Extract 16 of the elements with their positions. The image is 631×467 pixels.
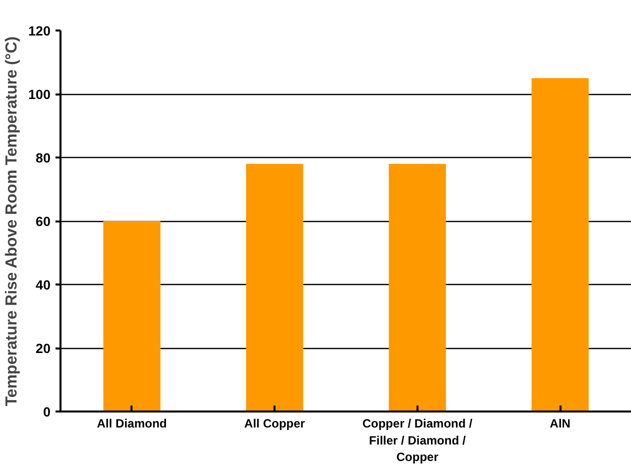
x-tick-label: All Diamond — [96, 416, 167, 430]
bar — [388, 164, 446, 412]
y-axis-title: Temperature Rise Above Room Temperature (°C) — [3, 36, 20, 406]
y-tick-label: 40 — [36, 278, 51, 292]
y-tick-label: 100 — [28, 87, 51, 102]
bar — [103, 221, 160, 412]
bar — [246, 164, 304, 412]
bar — [532, 78, 589, 412]
x-tick-label: All Copper — [244, 416, 306, 430]
y-tick-label: 60 — [36, 214, 51, 229]
y-tick-label: 120 — [28, 24, 51, 38]
x-tick-label: Copper / Diamond / Filler / Diamond / Copper — [362, 416, 474, 464]
x-tick-label: AlN — [550, 416, 570, 430]
y-tick-label: 80 — [36, 150, 51, 166]
y-tick-label: 20 — [36, 341, 51, 356]
y-tick-label: 0 — [43, 404, 51, 420]
